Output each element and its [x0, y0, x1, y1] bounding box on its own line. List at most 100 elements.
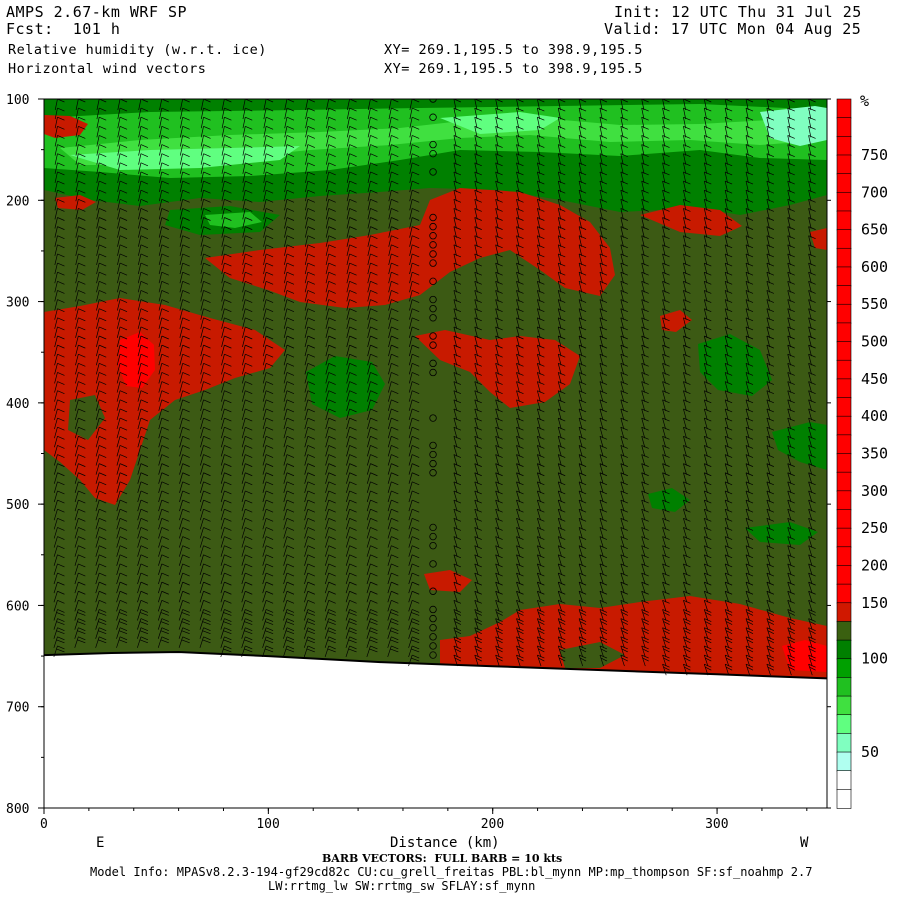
wind-barb-flag	[704, 280, 712, 285]
wind-barb-flag	[516, 162, 524, 167]
wind-barb-flag	[349, 536, 357, 540]
wind-barb	[745, 609, 750, 621]
wind-barb	[557, 399, 562, 411]
wind-barb	[641, 99, 645, 111]
wind-barb	[242, 144, 246, 156]
wind-barb	[787, 554, 792, 566]
wind-barb-flag	[182, 372, 190, 376]
wind-barb	[324, 618, 330, 630]
wind-barb-flag	[578, 581, 587, 586]
wind-barb-flag	[307, 226, 315, 230]
wind-barb-flag	[265, 527, 274, 531]
wind-barb-flag	[412, 499, 420, 504]
wind-barb	[641, 417, 646, 430]
wind-barb	[242, 226, 246, 238]
wind-barb	[787, 126, 791, 138]
wind-barb	[662, 636, 667, 648]
wind-barb-flag	[745, 472, 754, 477]
wind-barb-flag	[683, 226, 691, 230]
wind-barb	[53, 572, 58, 585]
wind-barb-flag	[683, 545, 691, 549]
wind-barb-flag	[223, 639, 232, 644]
wind-barb-flag	[766, 262, 775, 267]
wind-barb-flag	[453, 381, 462, 385]
wind-barb	[703, 208, 708, 220]
wind-barb-flag	[578, 627, 587, 632]
wind-barb-flag	[726, 621, 733, 625]
wind-barb	[724, 618, 730, 630]
wind-barb-flag	[745, 353, 754, 358]
wind-barb-flag	[99, 344, 107, 349]
wind-barb-flag	[496, 657, 503, 662]
wind-barb	[808, 226, 812, 238]
wind-barb-flag	[809, 639, 816, 644]
wind-barb-flag	[140, 618, 149, 622]
wind-barb	[388, 117, 392, 129]
wind-barb	[557, 263, 562, 275]
wind-barb	[305, 99, 309, 111]
wind-barb-flag	[453, 627, 462, 632]
wind-barb-flag	[599, 344, 608, 349]
wind-barb-flag	[578, 417, 587, 422]
wind-barb-flag	[390, 612, 399, 616]
wind-barb-flag	[391, 171, 399, 176]
wind-barb-flag	[599, 408, 608, 413]
wind-barb-flag	[578, 463, 587, 467]
wind-barb	[241, 454, 246, 466]
wind-barb	[641, 654, 646, 667]
wind-barb-flag	[57, 171, 65, 176]
wind-barb-flag	[161, 153, 169, 158]
wind-barb-flag	[578, 499, 587, 504]
wind-barb	[537, 363, 541, 375]
wind-barb	[325, 445, 330, 457]
wind-barb	[557, 153, 561, 165]
wind-barb	[74, 399, 79, 411]
wind-barb	[557, 527, 562, 539]
wind-barb-flag	[558, 563, 566, 568]
wind-barb	[346, 408, 350, 421]
wind-barb	[808, 281, 812, 293]
wind-barb-flag	[474, 353, 482, 358]
wind-barb	[283, 335, 288, 348]
wind-barb	[367, 226, 371, 238]
wind-barb	[703, 108, 707, 120]
wind-barb	[241, 582, 246, 594]
wind-barb	[620, 609, 625, 621]
wind-barb	[495, 572, 500, 585]
wind-barb-flag	[99, 135, 107, 139]
wind-barb	[662, 427, 666, 439]
wind-barb-flag	[78, 627, 86, 632]
wind-barb	[95, 527, 100, 539]
wind-barb-flag	[662, 198, 670, 203]
wind-barb-flag	[78, 563, 86, 568]
wind-barb	[724, 117, 728, 129]
wind-barb	[724, 627, 730, 639]
wind-barb	[53, 591, 58, 603]
wind-barb-flag	[349, 162, 357, 167]
wind-barb	[787, 208, 791, 220]
wind-barb	[220, 490, 225, 503]
wind-barb-flag	[537, 317, 545, 322]
wind-barb-flag	[349, 244, 357, 249]
wind-barb-flag	[160, 639, 169, 644]
wind-barb-flag	[286, 435, 295, 440]
wind-barb-flag	[328, 527, 336, 531]
wind-barb-flag	[599, 554, 608, 559]
wind-barb-flag	[245, 381, 253, 385]
wind-barb	[220, 472, 225, 484]
wind-barb	[408, 399, 413, 411]
wind-barb	[367, 308, 371, 320]
rh-red-right-edge	[810, 228, 827, 250]
wind-barb	[453, 554, 458, 566]
wind-barb-flag	[57, 290, 65, 294]
wind-barb-flag	[119, 472, 128, 477]
wind-barb-flag	[245, 435, 253, 440]
wind-barb-flag	[327, 648, 336, 653]
wind-barb-flag	[286, 426, 295, 431]
wind-barb	[766, 108, 770, 120]
wind-barb-flag	[99, 426, 107, 431]
wind-barb	[116, 527, 121, 539]
wind-barb-flag	[391, 472, 399, 477]
wind-barb-flag	[245, 590, 253, 595]
wind-barb-flag	[203, 353, 211, 358]
